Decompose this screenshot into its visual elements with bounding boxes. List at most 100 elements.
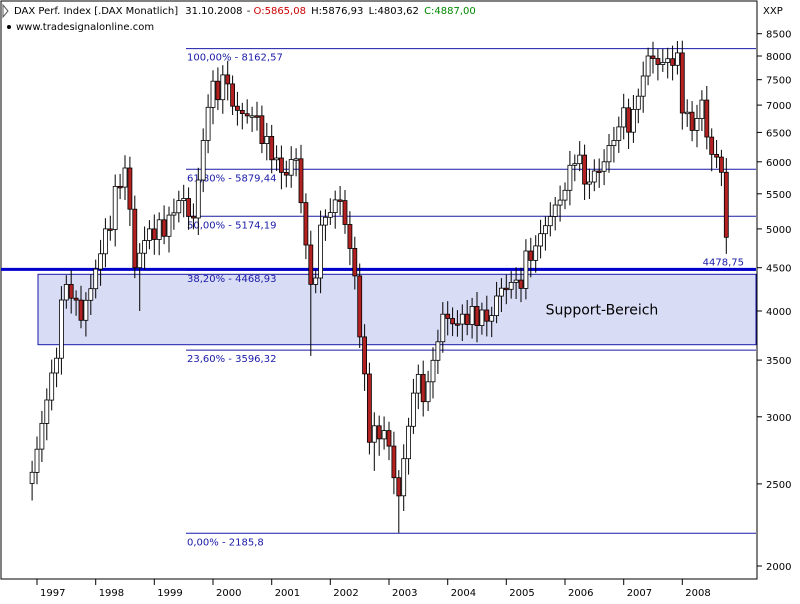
candle-body <box>230 83 236 107</box>
x-tick-label: 2000 <box>216 588 241 599</box>
candle-body <box>322 216 328 226</box>
candle-body <box>723 171 729 238</box>
candle-body <box>259 115 265 145</box>
candle-body <box>523 250 529 289</box>
candle-body <box>88 288 94 301</box>
candle-body <box>44 399 50 424</box>
candle-body <box>479 309 485 327</box>
candle-body <box>567 164 573 191</box>
candle-body <box>49 372 55 401</box>
candle-body <box>577 154 583 165</box>
candle-body <box>83 299 89 321</box>
fib-level-label: 100,00% - 8162,57 <box>187 53 283 64</box>
candle-body <box>308 244 314 285</box>
y-tick-label: 8000 <box>766 52 791 63</box>
header-separator: - <box>247 6 251 17</box>
candle-body <box>39 422 45 450</box>
candle-body <box>122 167 128 188</box>
candle-body <box>601 161 607 172</box>
candle-body <box>381 430 387 440</box>
candle-body <box>533 245 539 261</box>
candle-body <box>220 74 226 101</box>
x-tick-label: 2002 <box>333 588 358 599</box>
x-tick-label: 2004 <box>451 588 476 599</box>
candle-body <box>450 318 456 325</box>
candle-body <box>401 458 407 497</box>
candle-body <box>249 115 255 118</box>
candle-body <box>151 228 157 240</box>
candle-body <box>352 247 358 277</box>
candle-body <box>303 202 309 246</box>
candle-body <box>484 309 490 322</box>
x-tick-label: 2008 <box>685 588 710 599</box>
candle-body <box>107 228 113 231</box>
candle-body <box>132 208 138 269</box>
candle-body <box>474 305 480 326</box>
candlestick-series <box>29 40 729 533</box>
candle-body <box>366 373 372 443</box>
candle-body <box>684 111 690 115</box>
support-zone-label: Support-Bereich <box>546 303 659 319</box>
candle-body <box>73 297 79 301</box>
candle-body <box>631 109 636 133</box>
x-tick-label: 1998 <box>99 588 124 599</box>
fib-level-label: 50,00% - 5174,19 <box>187 220 276 231</box>
candle-body <box>694 118 700 131</box>
candle-body <box>508 281 514 290</box>
candle-body <box>675 52 680 66</box>
candle-body <box>528 250 534 261</box>
candle-body <box>117 185 123 189</box>
candle-body <box>415 373 421 394</box>
bullet-icon <box>7 25 11 29</box>
candle-body <box>606 145 612 163</box>
candle-body <box>274 157 280 161</box>
candle-body <box>161 219 167 237</box>
svg-text:DAX Perf. Index [.DAX Monatli: DAX Perf. Index [.DAX Monatlich] 31.10.2… <box>14 6 476 17</box>
candle-body <box>234 105 240 111</box>
candle-body <box>181 198 187 201</box>
candle-body <box>171 212 177 216</box>
candle-body <box>714 153 719 158</box>
fib-level-label: 0,00% - 2185,8 <box>187 537 264 548</box>
candle-body <box>445 313 451 319</box>
candle-body <box>635 95 641 110</box>
candle-body <box>342 200 348 225</box>
x-tick-label: 2001 <box>275 588 300 599</box>
candle-body <box>176 200 182 214</box>
candle-body <box>435 341 441 361</box>
y-tick-label: 3000 <box>766 413 791 424</box>
candle-body <box>386 430 392 447</box>
candle-body <box>420 373 426 403</box>
candle-body <box>503 287 509 291</box>
y-tick-label: 7500 <box>766 76 791 87</box>
candle-body <box>454 323 460 326</box>
candle-body <box>489 315 495 322</box>
candle-body <box>332 199 338 213</box>
candle-body <box>557 199 563 206</box>
plot-frame <box>0 0 758 580</box>
candle-body <box>195 179 201 219</box>
x-tick-label: 1997 <box>40 588 65 599</box>
y-axis: 2000 2500 3000 3500 4000 4500 5000 5500 6000 6500… <box>757 30 791 573</box>
candle-body <box>425 381 431 403</box>
x-axis: 1997 1998 1999 2000 2001 2002 2003 2004 2005 2006… <box>36 579 711 599</box>
candle-body <box>327 212 333 218</box>
candle-body <box>210 80 216 108</box>
x-tick-label: 2007 <box>627 588 652 599</box>
candle-body <box>498 287 504 297</box>
collapse-triangle-icon[interactable] <box>2 3 9 19</box>
candle-body <box>371 425 377 443</box>
candle-body <box>396 477 402 497</box>
y-tick-label: 4500 <box>766 264 791 275</box>
candle-body <box>278 157 284 173</box>
support-line-label: 4478,75 <box>703 257 744 268</box>
candle-body <box>469 305 475 325</box>
candle-body <box>142 240 148 254</box>
candle-body <box>616 126 622 141</box>
y-tick-label: 5000 <box>766 225 791 236</box>
candle-body <box>186 198 192 217</box>
candle-body <box>376 425 382 440</box>
candle-body <box>78 299 84 321</box>
candle-body <box>269 135 275 161</box>
support-zone <box>37 273 757 346</box>
